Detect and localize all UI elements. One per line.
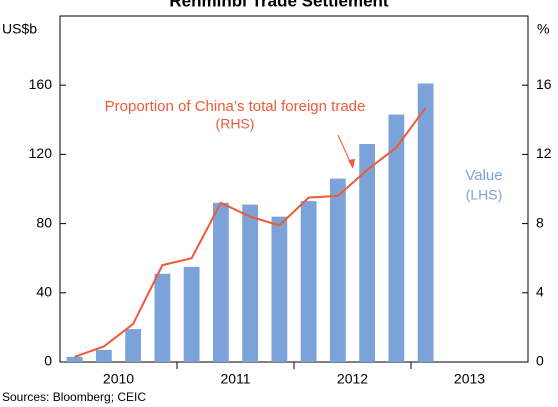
- plot-frame: [59, 15, 529, 363]
- y-tick-label: 120: [29, 145, 53, 161]
- x-tick-label: 2013: [454, 371, 485, 387]
- bar: [417, 83, 434, 362]
- bar: [154, 273, 171, 362]
- bar: [125, 329, 142, 362]
- y-tick-label: 80: [36, 214, 52, 230]
- arrow-head: [348, 159, 355, 169]
- source: Sources: Bloomberg; CEIC: [2, 390, 146, 404]
- bar-annotation-note: (LHS): [466, 187, 503, 203]
- bar: [329, 178, 346, 362]
- bar: [212, 202, 229, 362]
- y2-tick-label: 16: [536, 76, 552, 92]
- bar: [242, 204, 259, 362]
- y2-tick-label: 0: [536, 353, 544, 369]
- line-annotation: Proportion of China’s total foreign trad…: [105, 98, 366, 115]
- bar: [183, 266, 200, 362]
- x-tick-label: 2010: [103, 371, 134, 387]
- bar: [388, 114, 405, 362]
- y-tick-label: 160: [29, 76, 53, 92]
- y-tick-label: 0: [44, 353, 52, 369]
- x-tick-label: 2011: [220, 371, 250, 387]
- bar-annotation: Value: [465, 167, 502, 184]
- line: [74, 107, 427, 358]
- y-axis-label: US$b: [2, 21, 37, 37]
- chart-title: Renminbi Trade Settlement: [169, 0, 388, 10]
- x-tick-label: 2012: [337, 371, 368, 387]
- y2-tick-label: 12: [536, 145, 552, 161]
- line-annotation-note: (RHS): [216, 116, 255, 132]
- y2-tick-label: 8: [536, 214, 544, 230]
- y2-tick-label: 4: [536, 284, 544, 300]
- bar: [271, 216, 288, 362]
- bar: [66, 356, 83, 362]
- bar: [95, 349, 112, 362]
- y-tick-label: 40: [36, 284, 52, 300]
- y2-axis-label: %: [537, 21, 549, 37]
- bar: [300, 201, 317, 362]
- bar: [359, 144, 376, 362]
